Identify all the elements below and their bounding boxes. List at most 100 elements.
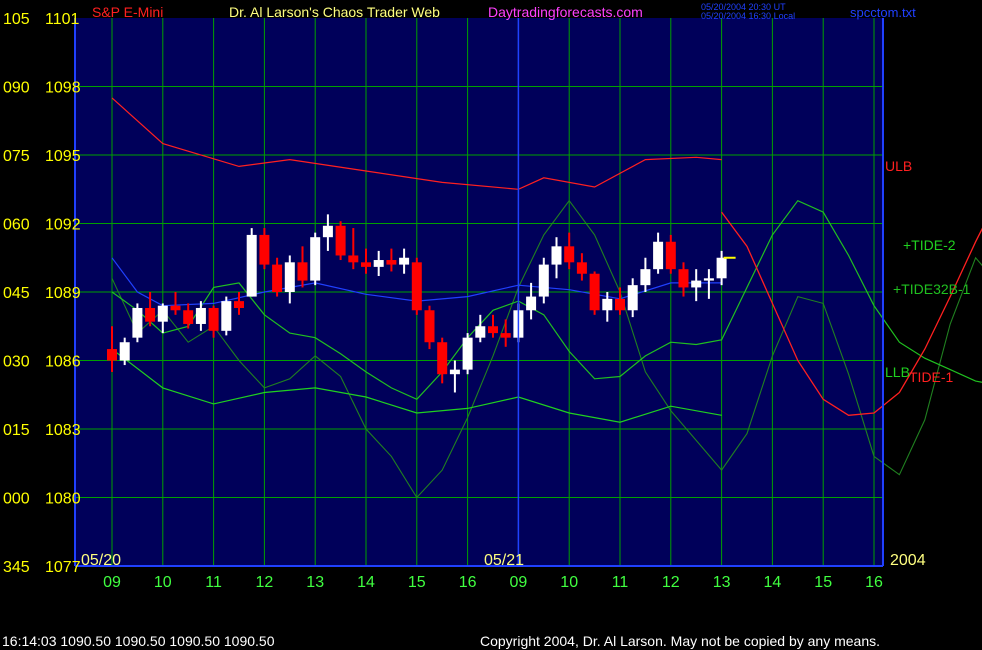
- y-angle-label: 060: [3, 217, 30, 234]
- price-body: [195, 307, 206, 324]
- y-angle-label: 105: [3, 11, 30, 28]
- price-body: [399, 257, 410, 265]
- x-hour-label: 09: [103, 574, 121, 591]
- x-hour-label: 15: [814, 574, 832, 591]
- price-body: [589, 273, 600, 311]
- price-body: [259, 234, 270, 265]
- x-hour-label: 10: [560, 574, 578, 591]
- price-body: [157, 305, 168, 322]
- price-body: [615, 298, 625, 311]
- product-label: S&P E-Mini: [92, 4, 163, 20]
- price-body: [627, 285, 638, 311]
- x-hour-label: 12: [662, 574, 680, 591]
- price-body: [310, 237, 321, 281]
- price-body: [234, 301, 244, 308]
- x-hour-label: 09: [510, 574, 528, 591]
- y-angle-label: 015: [3, 422, 30, 439]
- y-price-label: 1077: [45, 559, 81, 576]
- y-price-label: 1095: [45, 148, 81, 165]
- axes-layer: [74, 18, 884, 567]
- price-body: [284, 262, 295, 292]
- year-label: 2004: [890, 552, 926, 569]
- y-price-label: 1086: [45, 354, 81, 371]
- x-hour-label: 16: [865, 574, 883, 591]
- y-angle-label: 075: [3, 148, 30, 165]
- price-body: [500, 333, 511, 338]
- x-hour-label: 11: [205, 574, 222, 591]
- price-body: [678, 269, 689, 288]
- price-body: [424, 310, 435, 343]
- price-body: [488, 326, 498, 334]
- y-price-label: 1098: [45, 80, 81, 97]
- price-body: [386, 260, 397, 265]
- date-label: 05/20: [81, 552, 121, 569]
- llb-label: LLB: [885, 364, 910, 380]
- timestamp-ut: 05/20/2004 20:30 UT: [701, 2, 786, 12]
- y-angle-label: 345: [3, 559, 30, 576]
- price-body: [551, 246, 562, 265]
- price-body: [640, 269, 651, 286]
- x-hour-label: 10: [154, 574, 172, 591]
- x-hour-label: 12: [256, 574, 274, 591]
- price-body: [576, 262, 587, 274]
- price-body: [145, 307, 156, 322]
- tide2-line: [111, 199, 982, 401]
- price-body: [437, 342, 448, 375]
- y-price-label: 1089: [45, 285, 81, 302]
- x-hour-label: 14: [357, 574, 375, 591]
- tide1-label: TIDE-1: [909, 369, 954, 385]
- timestamp-local: 05/20/2004 16:30 Local: [701, 11, 795, 21]
- quote-readout: 16:14:03 1090.50 1090.50 1090.50 1090.50: [2, 633, 275, 649]
- y-price-label: 1092: [45, 217, 81, 234]
- price-body: [348, 255, 359, 263]
- x-hour-label: 13: [713, 574, 731, 591]
- x-hour-label: 13: [306, 574, 324, 591]
- price-body: [716, 257, 727, 279]
- price-body: [373, 260, 384, 267]
- tide32b1-label: +TIDE32B-1: [893, 281, 971, 297]
- price-body: [602, 298, 613, 311]
- price-body: [221, 301, 232, 331]
- x-hour-label: 14: [764, 574, 782, 591]
- midline: [111, 257, 722, 307]
- price-body: [665, 241, 676, 270]
- price-body: [653, 241, 664, 270]
- file-label: spcctom.txt: [850, 5, 916, 20]
- y-angle-label: 000: [3, 491, 30, 508]
- price-body: [449, 369, 460, 375]
- price-body: [132, 307, 143, 338]
- price-body: [272, 264, 283, 292]
- x-hour-label: 16: [459, 574, 477, 591]
- price-body: [322, 225, 333, 238]
- tide2-label: +TIDE-2: [903, 237, 956, 253]
- price-body: [475, 326, 486, 338]
- price-body: [538, 264, 549, 297]
- site-label: Daytradingforecasts.com: [488, 4, 643, 20]
- price-body: [411, 262, 422, 311]
- price-body: [183, 310, 194, 324]
- price-body: [462, 337, 473, 370]
- price-body: [703, 278, 714, 281]
- ulb-label: ULB: [885, 158, 912, 174]
- price-body: [170, 305, 181, 311]
- y-angle-label: 045: [3, 285, 30, 302]
- llb-line: [111, 348, 722, 423]
- y-price-label: 1083: [45, 422, 81, 439]
- y-price-label: 1080: [45, 491, 81, 508]
- price-body: [564, 246, 575, 263]
- y-angle-label: 090: [3, 80, 30, 97]
- copyright-text: Copyright 2004, Dr. Al Larson. May not b…: [480, 633, 880, 649]
- x-hour-label: 11: [612, 574, 629, 591]
- price-body: [208, 307, 219, 331]
- ulb-line: [111, 97, 722, 190]
- price-body: [526, 296, 537, 311]
- price-body: [691, 280, 702, 288]
- x-hour-label: 15: [408, 574, 426, 591]
- tide32b1-line: [111, 199, 982, 499]
- price-body: [107, 349, 117, 361]
- tide1-line: [721, 211, 982, 416]
- price-body: [335, 225, 346, 256]
